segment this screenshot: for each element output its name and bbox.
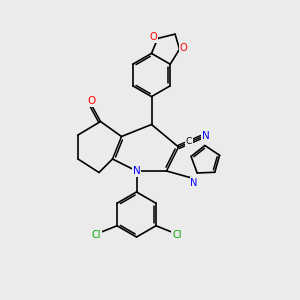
Text: O: O [180, 43, 188, 53]
Text: N: N [133, 166, 140, 176]
Text: N: N [190, 178, 198, 188]
Text: N: N [202, 131, 210, 141]
Text: Cl: Cl [172, 230, 182, 240]
Text: O: O [150, 32, 158, 43]
Text: O: O [87, 96, 96, 106]
Text: C: C [186, 137, 192, 146]
Text: Cl: Cl [91, 230, 101, 240]
